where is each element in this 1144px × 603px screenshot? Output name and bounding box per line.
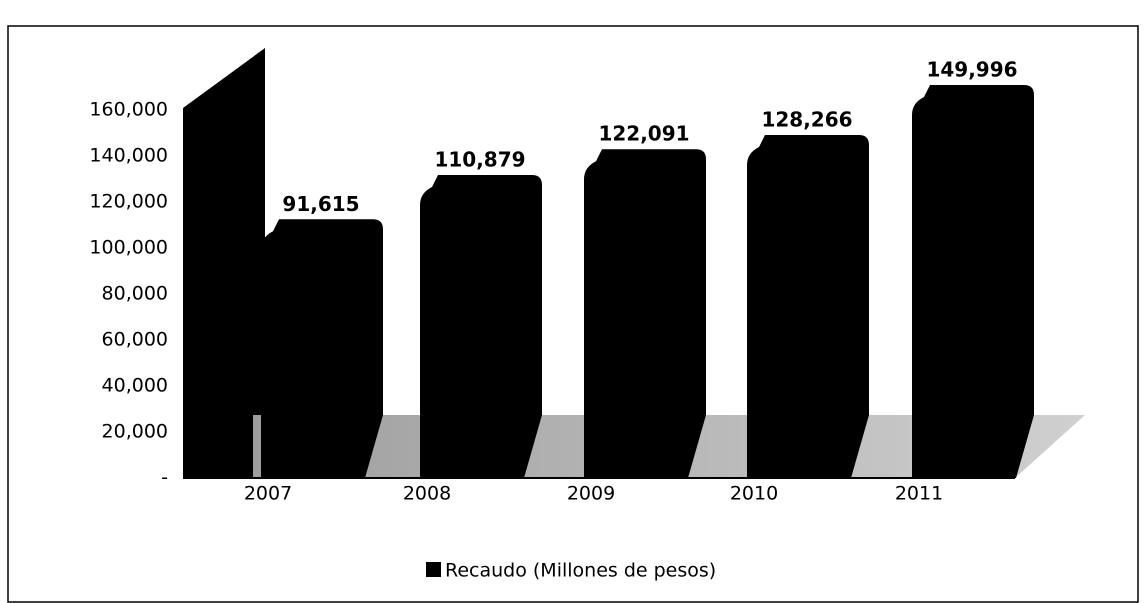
x-tick-label: 2010: [730, 483, 778, 505]
value-label: 149,996: [926, 58, 1017, 82]
y-tick-label: 80,000: [102, 283, 168, 305]
value-label: 122,091: [598, 122, 689, 146]
x-tick-label: 2008: [403, 483, 451, 505]
bar: [261, 219, 383, 478]
y-tick-label: 60,000: [102, 329, 168, 351]
y-tick-label: -: [161, 467, 168, 489]
y-tick-label: 140,000: [89, 145, 168, 167]
value-label: 110,879: [434, 147, 525, 171]
y-tick-label: 40,000: [102, 375, 168, 397]
y-tick-label: 20,000: [102, 421, 168, 443]
x-tick-label: 2011: [895, 483, 943, 505]
y-tick-label: 120,000: [89, 191, 168, 213]
bar: [912, 85, 1034, 478]
bar: [584, 149, 706, 478]
bar: [747, 134, 869, 478]
x-tick-label: 2007: [244, 483, 292, 505]
y-tick-label: 100,000: [89, 237, 168, 259]
y-tick-label: 160,000: [89, 99, 168, 121]
x-tick-label: 2009: [567, 483, 615, 505]
legend-label: Recaudo (Millones de pesos): [445, 560, 716, 582]
bar: [420, 174, 542, 478]
value-label: 128,266: [761, 107, 852, 131]
floor-side: [183, 415, 253, 478]
value-label: 91,615: [282, 192, 359, 216]
legend-swatch: [426, 562, 441, 577]
back-wall: [183, 48, 265, 478]
